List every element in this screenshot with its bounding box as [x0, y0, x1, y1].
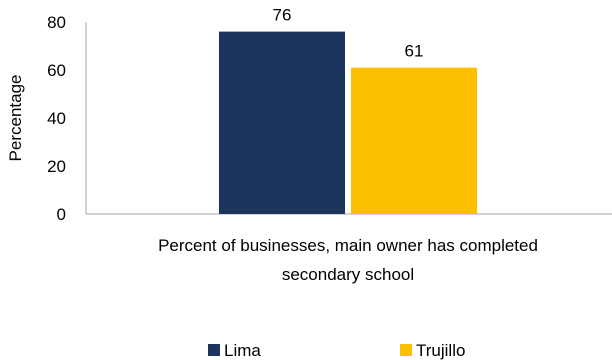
legend: Lima Trujillo [208, 341, 465, 360]
legend-swatch-lima [208, 344, 220, 356]
y-tick-label-20: 20 [47, 157, 66, 176]
y-tick-label-40: 40 [47, 109, 66, 128]
axes: 0 20 40 60 80 [47, 13, 612, 224]
legend-swatch-trujillo [400, 344, 412, 356]
x-axis-label-line-1: Percent of businesses, main owner has co… [158, 236, 538, 255]
y-tick-label-60: 60 [47, 61, 66, 80]
data-label-lima: 76 [273, 6, 292, 25]
bar-lima [219, 31, 345, 214]
y-axis-label: Percentage [6, 75, 25, 162]
data-label-trujillo: 61 [405, 42, 424, 61]
y-tick-label-0: 0 [57, 205, 66, 224]
legend-label-trujillo: Trujillo [416, 341, 465, 360]
x-axis-label-line-2: secondary school [282, 265, 414, 284]
y-tick-label-80: 80 [47, 13, 66, 32]
bar-trujillo [351, 67, 477, 214]
bars: 76 61 [219, 6, 477, 214]
legend-label-lima: Lima [224, 341, 261, 360]
